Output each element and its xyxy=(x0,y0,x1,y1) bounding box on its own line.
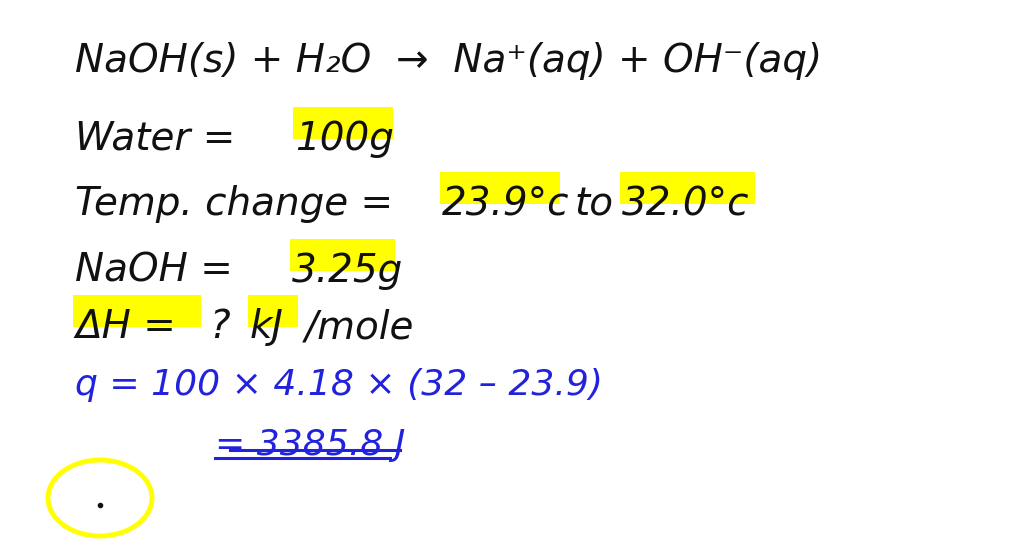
Text: q = 100 × 4.18 × (32 – 23.9): q = 100 × 4.18 × (32 – 23.9) xyxy=(75,368,603,402)
Bar xyxy=(620,172,755,204)
Text: 3.25g: 3.25g xyxy=(292,252,403,290)
Text: NaOH(s) + H₂O  →  Na⁺(aq) + OH⁻(aq): NaOH(s) + H₂O → Na⁺(aq) + OH⁻(aq) xyxy=(75,42,822,80)
Text: ?: ? xyxy=(210,308,255,346)
Text: ΔH =: ΔH = xyxy=(75,308,188,346)
Text: 23.9°c: 23.9°c xyxy=(442,185,569,223)
Bar xyxy=(293,107,393,139)
Bar xyxy=(73,295,201,327)
Text: NaOH =: NaOH = xyxy=(75,252,246,290)
Text: Temp. change =: Temp. change = xyxy=(75,185,406,223)
Text: Water =: Water = xyxy=(75,120,248,158)
Bar xyxy=(248,295,298,327)
Bar xyxy=(440,172,560,204)
Text: 32.0°c: 32.0°c xyxy=(622,185,750,223)
Text: 100g: 100g xyxy=(295,120,394,158)
Bar xyxy=(290,239,395,271)
Text: = 3385.8 J: = 3385.8 J xyxy=(215,428,406,462)
Text: kJ: kJ xyxy=(250,308,284,346)
Text: to: to xyxy=(575,185,614,223)
Text: /mole: /mole xyxy=(305,308,415,346)
